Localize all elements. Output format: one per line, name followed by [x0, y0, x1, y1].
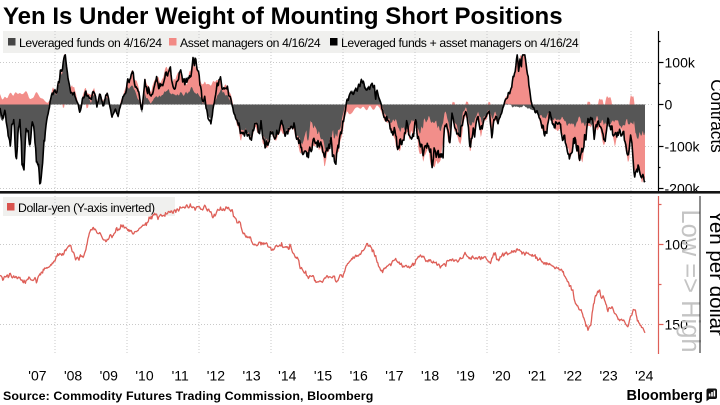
svg-text:100k: 100k [665, 55, 696, 71]
svg-text:'08: '08 [64, 368, 82, 384]
svg-text:Yen Is Under Weight of Mountin: Yen Is Under Weight of Mounting Short Po… [3, 3, 563, 30]
svg-text:150: 150 [665, 317, 689, 333]
svg-text:'19: '19 [457, 368, 475, 384]
svg-text:Asset managers on 4/16/24: Asset managers on 4/16/24 [180, 36, 321, 50]
svg-text:'10: '10 [135, 368, 153, 384]
svg-text:'15: '15 [314, 368, 332, 384]
svg-text:'22: '22 [564, 368, 582, 384]
svg-text:'18: '18 [421, 368, 439, 384]
svg-text:'21: '21 [528, 368, 546, 384]
svg-text:'09: '09 [100, 368, 118, 384]
svg-text:'23: '23 [599, 368, 617, 384]
svg-text:'24: '24 [635, 368, 653, 384]
svg-text:'16: '16 [350, 368, 368, 384]
svg-text:Leveraged funds + asset manage: Leveraged funds + asset managers on 4/16… [341, 36, 579, 50]
svg-text:Yen per dollar: Yen per dollar [705, 210, 720, 336]
svg-text:'14: '14 [278, 368, 296, 384]
svg-text:Dollar-yen (Y-axis inverted): Dollar-yen (Y-axis inverted) [18, 201, 155, 215]
svg-text:-200k: -200k [665, 181, 701, 197]
svg-text:Leveraged funds on 4/16/24: Leveraged funds on 4/16/24 [19, 36, 162, 50]
svg-text:'11: '11 [172, 368, 189, 384]
svg-text:Source: Commodity Futures Trad: Source: Commodity Futures Trading Commis… [3, 389, 373, 403]
svg-text:'13: '13 [242, 368, 260, 384]
svg-text:'12: '12 [207, 368, 225, 384]
svg-text:-100k: -100k [665, 139, 701, 155]
svg-text:'17: '17 [385, 368, 403, 384]
svg-text:'07: '07 [28, 368, 46, 384]
svg-text:Contracts: Contracts [707, 79, 720, 153]
svg-text:0: 0 [665, 97, 673, 113]
svg-text:100: 100 [665, 237, 689, 253]
svg-text:Low => High: Low => High [676, 209, 704, 352]
svg-text:'20: '20 [492, 368, 510, 384]
svg-text:Bloomberg: Bloomberg [626, 388, 703, 404]
